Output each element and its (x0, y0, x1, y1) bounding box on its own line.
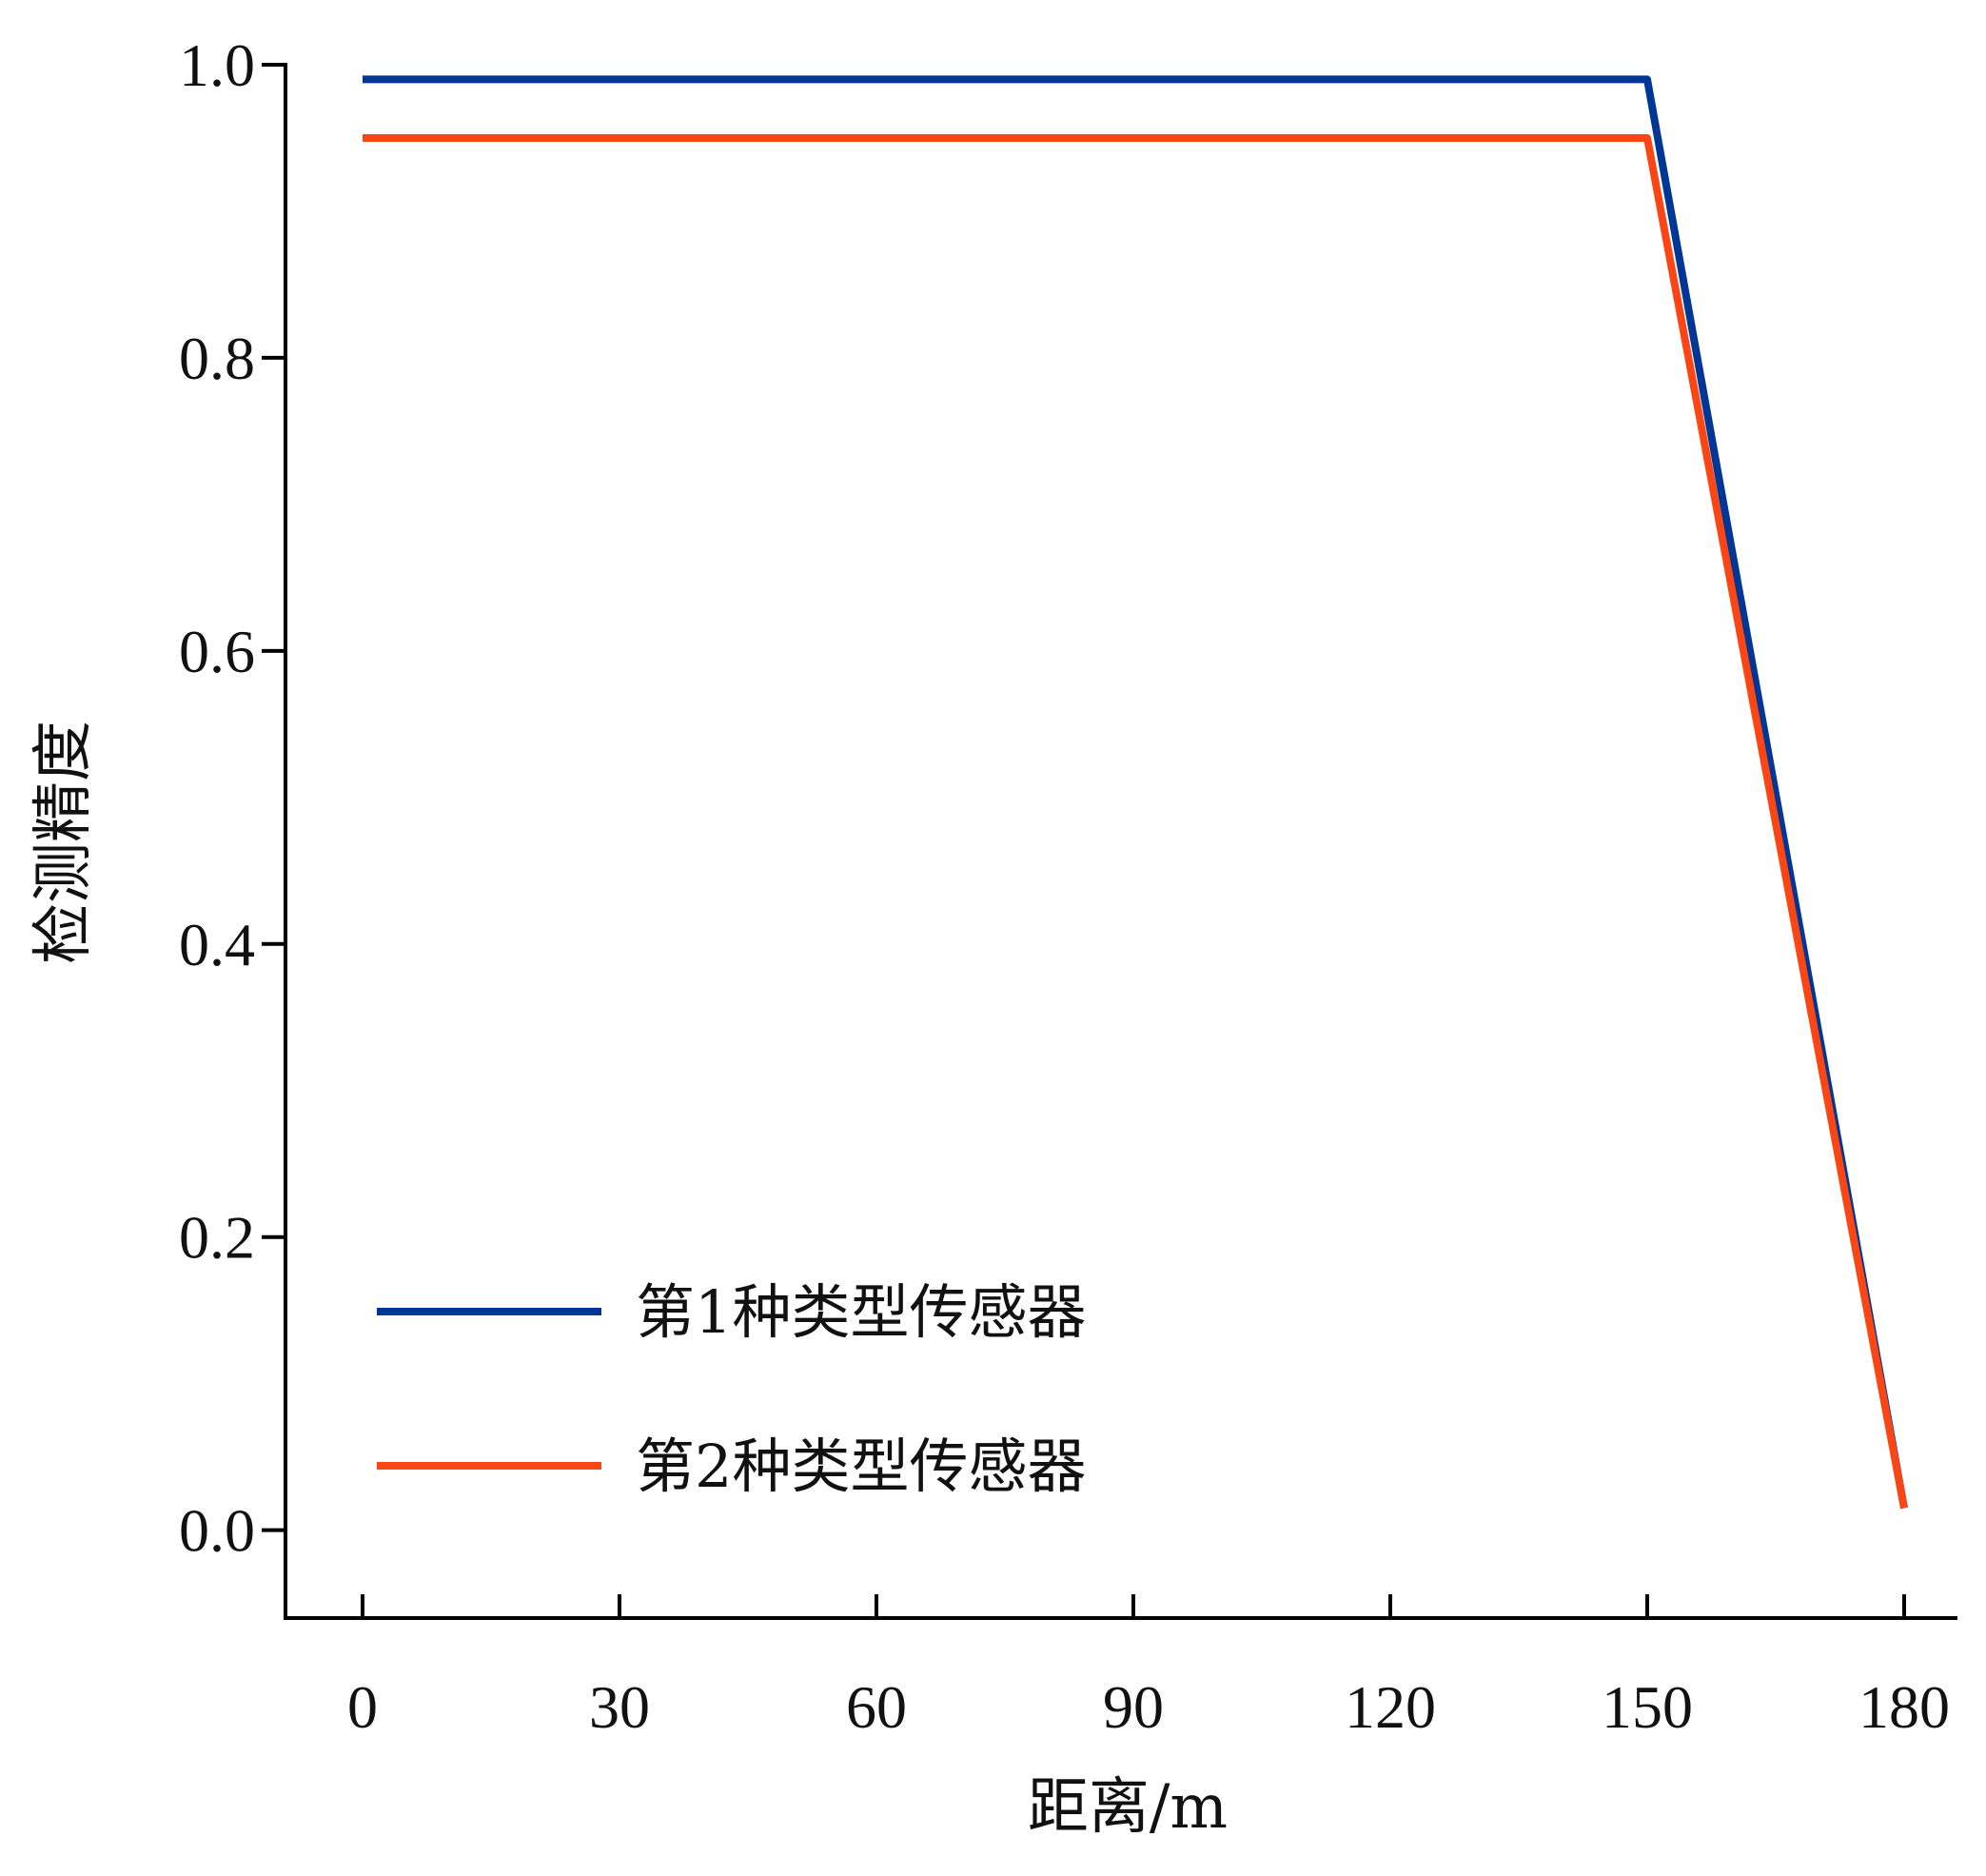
y-tick-label: 0.0 (179, 1497, 255, 1565)
x-tick-label: 90 (1103, 1673, 1164, 1741)
x-tick-label: 0 (347, 1673, 378, 1741)
x-tick-label: 30 (589, 1673, 650, 1741)
y-tick-label: 0.2 (179, 1204, 255, 1272)
y-tick-label: 0.6 (179, 618, 255, 685)
y-axis-title: 检测精度 (29, 721, 99, 964)
x-axis-title: 距离/m (1028, 1772, 1228, 1843)
y-tick-label: 0.4 (179, 911, 255, 978)
x-tick-label: 150 (1602, 1673, 1693, 1741)
x-tick-label: 60 (846, 1673, 907, 1741)
y-tick-label: 1.0 (179, 31, 255, 99)
series-line-2 (363, 134, 1908, 1510)
axes (284, 63, 1957, 1620)
x-axis-ticks: 0 30 60 90 120 150 180 (347, 1594, 1950, 1741)
y-tick-label: 0.8 (179, 325, 255, 392)
legend-label-1: 第1种类型传感器 (636, 1277, 1086, 1347)
y-axis-ticks: 0.0 0.2 0.4 0.6 0.8 1.0 (179, 31, 285, 1565)
series-lines (363, 75, 1908, 1510)
legend-label-2: 第2种类型传感器 (636, 1432, 1086, 1501)
x-tick-label: 120 (1345, 1673, 1436, 1741)
x-tick-label: 180 (1858, 1673, 1950, 1741)
